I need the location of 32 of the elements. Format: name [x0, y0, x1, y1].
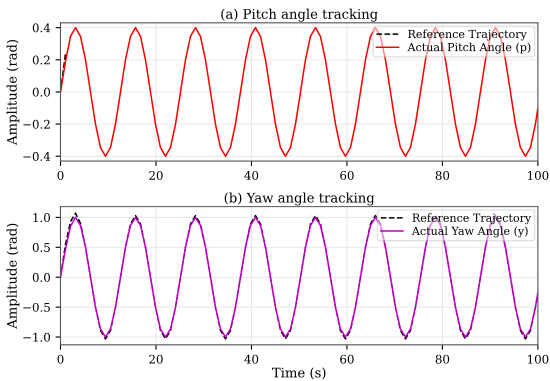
legend-label: Reference Trajectory — [408, 30, 527, 40]
y-tick-label: 0.5 — [32, 243, 50, 252]
y-tick-label: −1.0 — [23, 332, 50, 342]
legend-label: Actual Yaw Angle (y) — [412, 226, 528, 238]
y-tick-label: 0.0 — [32, 272, 50, 282]
y-tick-label: 0.0 — [32, 88, 50, 97]
chart-title: (a) Pitch angle tracking — [221, 8, 378, 22]
line-series — [60, 26, 538, 157]
x-tick-label: 100 — [528, 170, 548, 180]
x-tick-label: 60 — [340, 354, 354, 364]
x-tick-label: 40 — [244, 170, 258, 180]
x-tick-label: 60 — [340, 170, 354, 180]
x-tick-label: 80 — [436, 354, 450, 364]
x-tick-label: 80 — [436, 170, 450, 180]
x-tick-label: 0 — [58, 354, 64, 364]
x-axis-title: Time (s) — [272, 367, 326, 380]
x-tick-label: 100 — [528, 354, 548, 364]
x-tick-label: 40 — [244, 354, 258, 364]
y-axis-title: Amplitude (rad) — [6, 40, 20, 146]
legend-label: Reference Trajectory — [412, 213, 532, 224]
y-tick-label: −0.2 — [23, 120, 50, 129]
legend-label: Actual Pitch Angle (p) — [407, 42, 530, 54]
x-tick-label: 20 — [149, 170, 163, 180]
y-tick-label: 0.2 — [32, 56, 50, 64]
y-tick-label: 0.4 — [32, 23, 50, 32]
chart-title: (b) Yaw angle tracking — [224, 192, 374, 206]
x-tick-label: 20 — [149, 354, 163, 364]
y-tick-label: 1.0 — [33, 213, 50, 222]
y-axis-title: Amplitude (rad) — [6, 224, 20, 329]
x-tick-label: 0 — [58, 170, 64, 180]
y-tick-label: −0.4 — [23, 152, 50, 161]
y-tick-label: −0.5 — [23, 302, 50, 312]
